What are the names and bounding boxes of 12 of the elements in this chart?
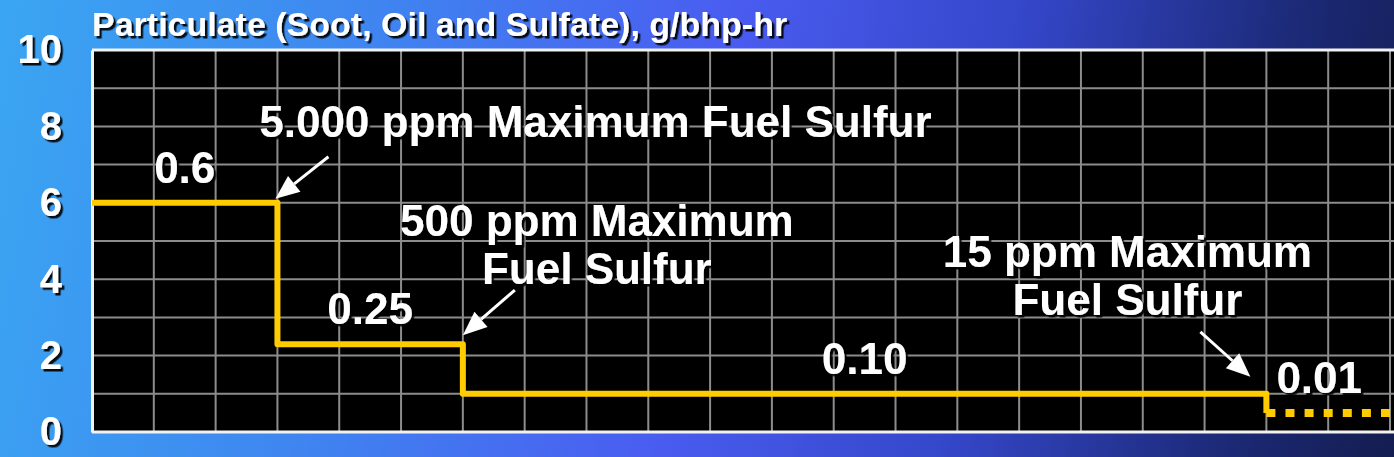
annotation: 0.10 xyxy=(821,333,908,383)
y-tick-label: 10 xyxy=(17,27,62,72)
annotation: 5.000 ppm Maximum Fuel Sulfur xyxy=(259,96,932,146)
annotation: 15 ppm Maximum Fuel Sulfur xyxy=(942,226,1312,324)
y-tick-label: 2 xyxy=(39,332,62,377)
y-tick-label: 4 xyxy=(39,256,63,301)
annotation: 0.6 xyxy=(154,142,216,192)
y-tick-label: 0 xyxy=(39,409,62,454)
y-tick-label: 6 xyxy=(39,180,62,225)
annotation: 0.01 xyxy=(1276,352,1363,402)
chart-title: Particulate (Soot, Oil and Sulfate), g/bhp-hr xyxy=(92,5,788,43)
y-tick-label: 8 xyxy=(39,103,62,148)
